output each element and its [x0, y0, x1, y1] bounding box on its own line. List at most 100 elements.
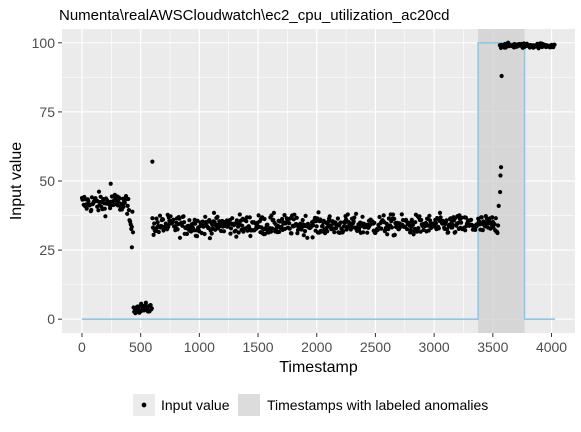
data-point — [438, 215, 443, 220]
data-point — [319, 229, 324, 234]
data-point — [160, 217, 166, 222]
data-point — [390, 212, 396, 217]
data-point — [381, 213, 386, 218]
y-tick-label: 50 — [39, 173, 55, 189]
data-point — [341, 224, 346, 229]
data-point — [417, 214, 422, 219]
data-point — [150, 216, 155, 221]
data-point — [143, 300, 148, 305]
data-point — [244, 219, 249, 224]
data-point — [122, 200, 127, 205]
data-point — [121, 204, 126, 209]
data-point-outlier — [498, 165, 504, 170]
data-point — [184, 231, 190, 236]
data-point — [314, 224, 319, 229]
data-point — [129, 224, 134, 229]
data-point — [215, 214, 220, 219]
data-point — [151, 232, 156, 237]
data-point — [108, 206, 113, 211]
data-point — [450, 222, 455, 227]
data-point — [166, 224, 171, 230]
data-point — [126, 196, 131, 202]
data-point — [171, 217, 176, 222]
data-point — [154, 216, 159, 221]
data-point — [415, 229, 420, 234]
anomaly-window — [478, 29, 525, 333]
data-point — [469, 217, 474, 222]
data-point — [300, 218, 305, 223]
data-point-outlier — [496, 203, 501, 208]
data-point — [303, 213, 308, 218]
data-point — [240, 223, 245, 228]
data-point — [130, 209, 135, 214]
data-point — [228, 226, 234, 231]
x-tick-label: 1500 — [242, 339, 273, 355]
y-tick-labels: 0 25 50 75 100 — [32, 35, 56, 327]
data-point — [335, 216, 340, 221]
data-point — [365, 230, 370, 235]
data-point — [320, 223, 325, 228]
data-point — [289, 231, 294, 236]
anomaly-layer — [81, 29, 556, 333]
data-point — [194, 234, 200, 239]
data-point — [437, 210, 443, 215]
data-point — [419, 217, 424, 223]
data-point — [352, 215, 357, 220]
data-point — [301, 233, 306, 238]
data-point — [459, 220, 464, 225]
data-point — [294, 215, 299, 220]
data-point — [234, 218, 239, 223]
data-point — [125, 203, 130, 208]
data-point — [177, 235, 183, 240]
data-point-outlier — [150, 159, 155, 164]
data-point — [413, 220, 418, 225]
data-point — [193, 221, 198, 226]
y-tick-label: 25 — [39, 242, 55, 258]
data-point — [282, 213, 287, 218]
data-point — [389, 225, 394, 230]
data-point — [271, 210, 276, 215]
data-point — [385, 232, 390, 237]
data-point — [405, 227, 410, 232]
legend-label-window: Timestamps with labeled anomalies — [267, 397, 488, 413]
data-point — [103, 214, 108, 219]
anomaly-label-line — [81, 42, 556, 320]
data-point — [236, 230, 241, 235]
data-point — [98, 194, 103, 199]
data-point — [392, 232, 397, 237]
data-point — [379, 226, 384, 231]
data-point — [277, 229, 282, 234]
data-point — [130, 230, 136, 235]
data-point — [96, 189, 102, 194]
data-point — [212, 220, 217, 225]
data-point — [268, 229, 274, 234]
y-tick-label: 75 — [39, 104, 55, 120]
data-point — [280, 216, 285, 222]
data-point — [256, 213, 261, 218]
data-point — [102, 206, 107, 211]
data-point-outlier — [499, 73, 504, 79]
data-point — [152, 221, 157, 226]
data-point — [338, 220, 343, 225]
data-point — [453, 229, 458, 235]
data-point — [117, 196, 122, 201]
x-tick-label: 2500 — [360, 339, 391, 355]
data-point — [444, 218, 449, 223]
data-point — [433, 221, 438, 226]
data-point — [211, 210, 217, 215]
data-point — [493, 216, 498, 221]
data-point — [96, 208, 101, 213]
data-point — [202, 231, 207, 237]
data-point — [436, 226, 441, 231]
data-point — [207, 236, 212, 241]
data-point — [287, 221, 292, 226]
data-point — [156, 229, 161, 235]
data-point — [399, 212, 404, 217]
data-point — [237, 212, 242, 217]
x-tick-label: 3500 — [477, 339, 508, 355]
x-tick-label: 0 — [78, 339, 86, 355]
data-point — [325, 229, 330, 234]
legend-label-points: Input value — [161, 397, 230, 413]
data-point — [148, 303, 153, 308]
data-point — [180, 223, 185, 228]
